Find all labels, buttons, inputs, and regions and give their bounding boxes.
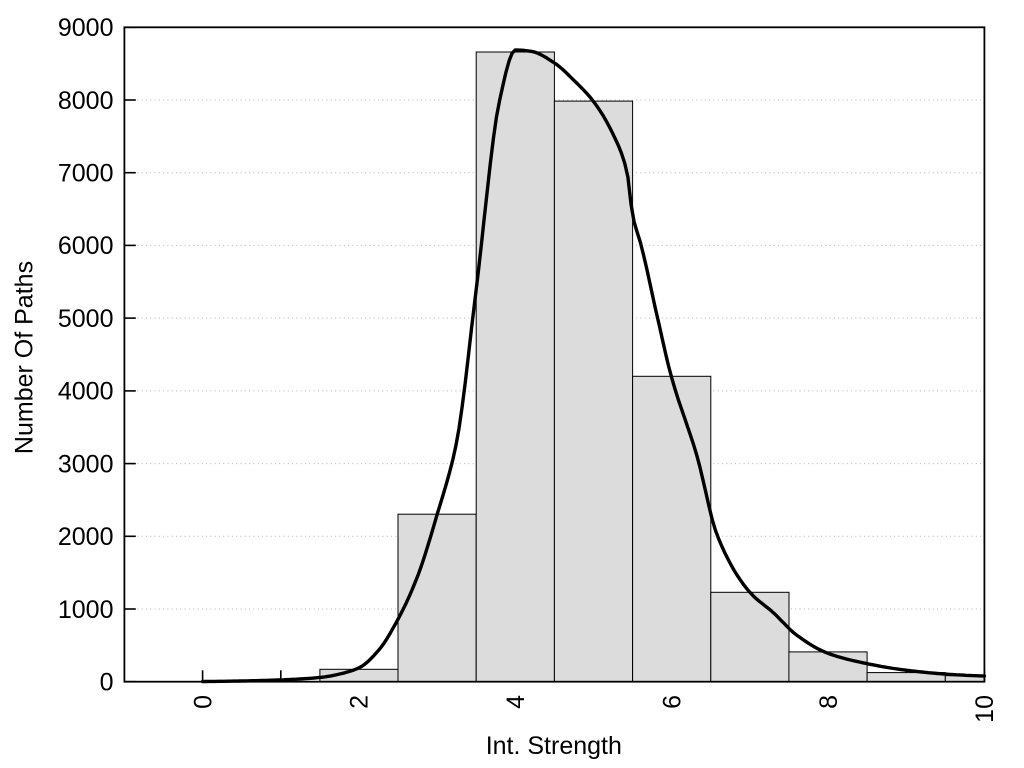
svg-text:6000: 6000 <box>58 232 114 260</box>
svg-text:7000: 7000 <box>58 160 114 188</box>
svg-text:8000: 8000 <box>58 87 114 115</box>
svg-text:5000: 5000 <box>58 305 114 333</box>
svg-text:6: 6 <box>659 695 687 709</box>
svg-text:4000: 4000 <box>58 378 114 406</box>
svg-text:2000: 2000 <box>58 523 114 551</box>
svg-text:3000: 3000 <box>58 450 114 478</box>
svg-text:0: 0 <box>189 695 217 709</box>
svg-text:9000: 9000 <box>58 14 114 42</box>
svg-text:2: 2 <box>346 695 374 709</box>
svg-text:Number Of Paths: Number Of Paths <box>11 261 39 454</box>
svg-text:1000: 1000 <box>58 596 114 624</box>
svg-text:8: 8 <box>815 695 843 709</box>
svg-text:10: 10 <box>971 695 999 723</box>
svg-text:0: 0 <box>100 669 114 697</box>
svg-text:4: 4 <box>502 695 530 709</box>
svg-text:Int. Strength: Int. Strength <box>486 732 622 760</box>
